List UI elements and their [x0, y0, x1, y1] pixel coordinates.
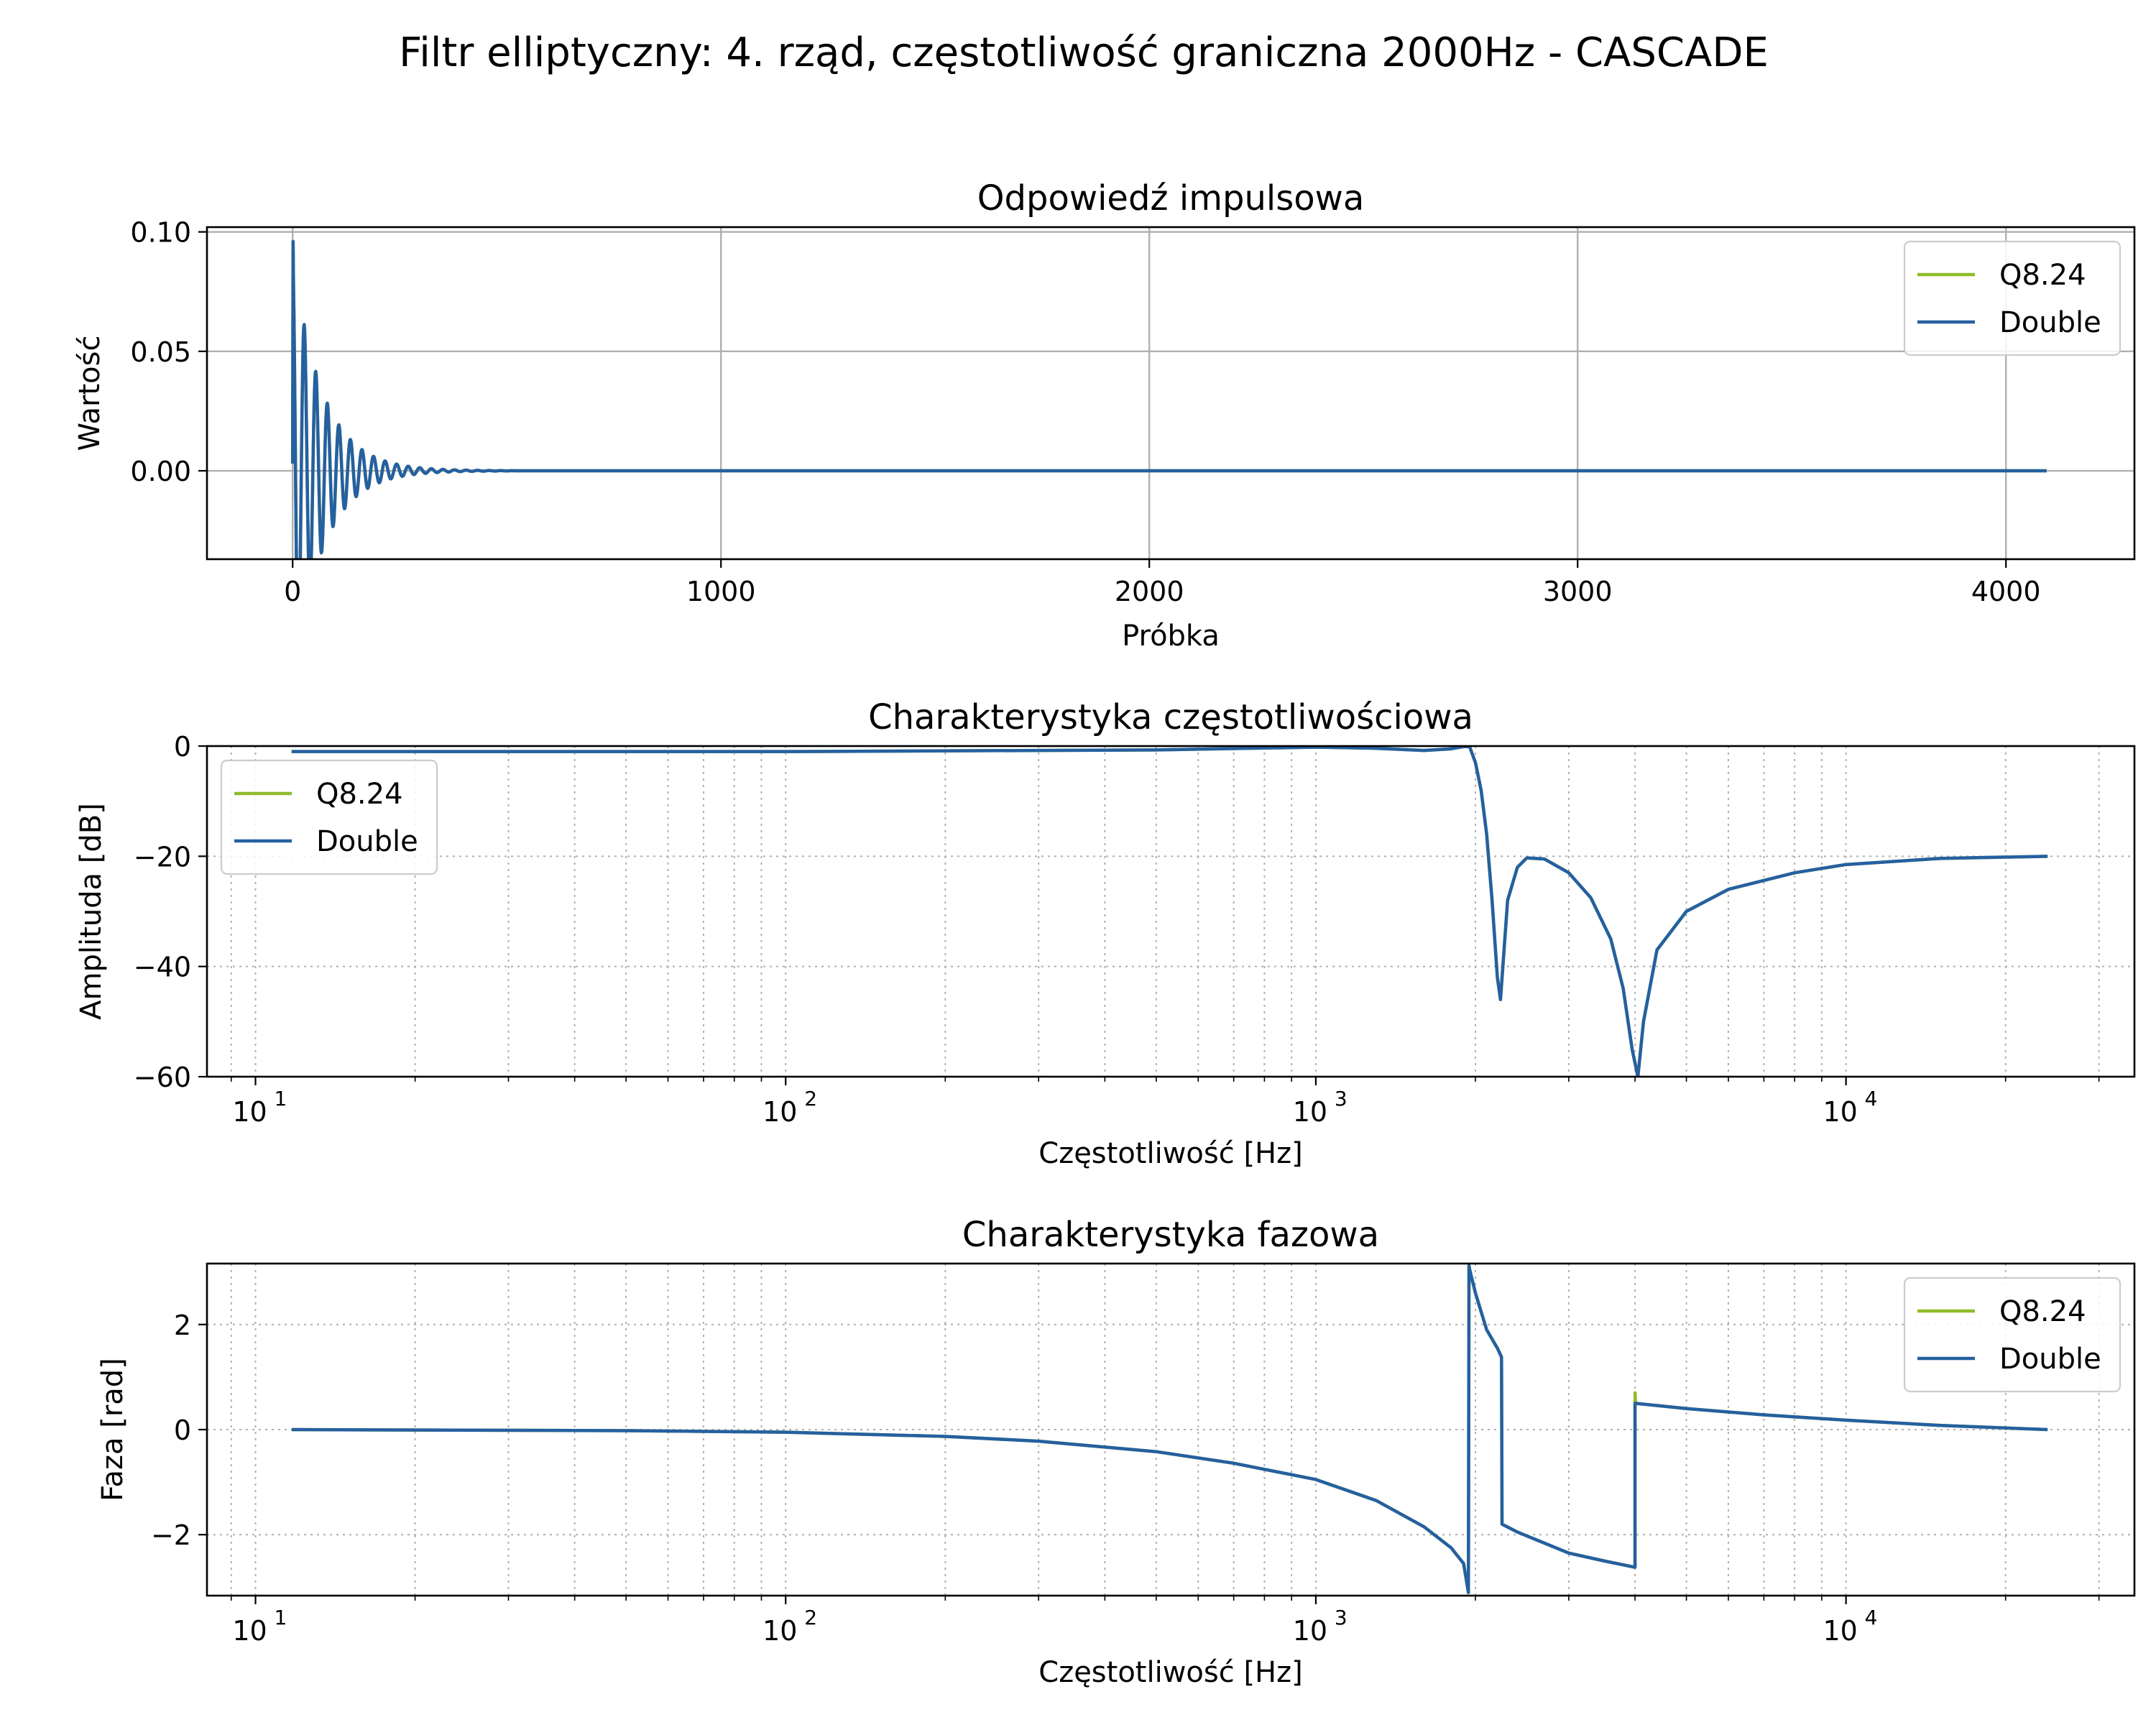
x-tick-label-exponent: 2 [804, 1606, 817, 1629]
y-tick-label: 0 [174, 731, 191, 763]
legend-label: Double [316, 825, 418, 858]
grid-phase [207, 1264, 2134, 1596]
x-tick-label-exponent: 4 [1865, 1606, 1878, 1629]
x-ticks-impulse: 0 1000 2000 3000 4000 [284, 559, 2041, 607]
x-tick-label-exponent: 1 [275, 1087, 287, 1110]
legend-box [220, 759, 438, 875]
axes-frame-impulse [206, 226, 2136, 561]
legend-magnitude: Q8.24 Double [220, 759, 438, 875]
x-tick-label: 10 [1293, 1096, 1327, 1128]
y-tick-label: 0.10 [130, 217, 191, 249]
y-tick-label: 2 [174, 1310, 191, 1341]
y-tick-label: 0.00 [130, 456, 191, 487]
x-tick-label-exponent: 4 [1865, 1087, 1878, 1110]
y-ticks-phase: 2 0 −2 [151, 1310, 207, 1551]
y-tick-label: −40 [134, 952, 191, 983]
y-ticks-impulse: 0.10 0.05 0.00 [130, 217, 207, 487]
x-tick-label: 10 [232, 1096, 267, 1128]
series-group-phase [291, 1264, 2048, 1594]
x-tick-label-exponent: 3 [1335, 1087, 1348, 1110]
panel-title: Charakterystyka częstotliwościowa [868, 697, 1473, 737]
x-tick-label: 2000 [1115, 576, 1184, 607]
legend-label: Q8.24 [1999, 1295, 2086, 1328]
x-tick-label: 3000 [1543, 576, 1613, 607]
series-line-q824 [291, 746, 2048, 1077]
legend-label: Q8.24 [316, 778, 403, 811]
panel-title: Odpowiedź impulsowa [977, 178, 1365, 218]
y-tick-label: 0.05 [130, 336, 191, 368]
grid-impulse [207, 227, 2134, 559]
y-axis-label: Amplituda [dB] [75, 803, 108, 1020]
x-tick-label: 10 [763, 1615, 797, 1647]
x-axis-label: Częstotliwość [Hz] [1038, 1137, 1302, 1170]
x-tick-label: 10 [232, 1615, 267, 1647]
axes-frame-magnitude [206, 745, 2136, 1078]
x-tick-label-exponent: 3 [1335, 1606, 1348, 1629]
x-tick-label: 10 [1823, 1615, 1857, 1647]
panel-title: Charakterystyka fazowa [962, 1215, 1379, 1255]
legend-label: Double [1999, 306, 2101, 339]
x-axis-label: Próbka [1122, 620, 1220, 653]
legend-impulse: Q8.24 Double [1903, 240, 2122, 356]
legend-label: Double [1999, 1343, 2101, 1376]
legend-box [1903, 1276, 2122, 1393]
y-ticks-magnitude: 0 −20 −40 −60 [134, 731, 207, 1093]
y-tick-label: −20 [134, 841, 191, 873]
figure-suptitle: Filtr elliptyczny: 4. rząd, częstotliwoś… [399, 29, 1769, 76]
x-axis-label: Częstotliwość [Hz] [1038, 1656, 1302, 1689]
legend-phase: Q8.24 Double [1903, 1276, 2122, 1393]
series-line-double [291, 746, 2048, 1077]
series-line-double [291, 1264, 2048, 1594]
x-tick-label-exponent: 1 [275, 1606, 287, 1629]
x-tick-label: 10 [1823, 1096, 1857, 1128]
y-tick-label: −2 [151, 1519, 191, 1551]
series-line-double [290, 239, 2047, 559]
grid-magnitude [207, 745, 2134, 1077]
x-tick-label: 0 [284, 576, 301, 607]
x-ticks-magnitude: 10 1 10 2 10 3 10 4 [230, 1077, 2100, 1128]
x-ticks-phase: 10 1 10 2 10 3 10 4 [230, 1596, 2100, 1647]
y-tick-label: −60 [134, 1062, 191, 1093]
panel-phase: 10 1 10 2 10 3 10 4 2 0 −2 Charakterystyka fazowa Cz… [96, 1215, 2136, 1689]
x-tick-label: 1000 [686, 576, 756, 607]
x-tick-label: 10 [763, 1096, 797, 1128]
y-axis-label: Faza [rad] [96, 1358, 129, 1501]
panel-magnitude: 10 1 10 2 10 3 10 4 0 −20 −40 −60 Charakterystyka cz… [75, 697, 2136, 1170]
series-group-magnitude [291, 746, 2048, 1077]
x-tick-label-exponent: 2 [804, 1087, 817, 1110]
panel-impulse: 0 1000 2000 3000 4000 0.10 0.05 0.00 Odpowiedź i… [73, 178, 2136, 653]
legend-box [1903, 240, 2122, 356]
x-tick-label: 10 [1293, 1615, 1327, 1647]
y-tick-label: 0 [174, 1414, 191, 1446]
y-axis-label: Wartość [73, 336, 106, 451]
legend-label: Q8.24 [1999, 259, 2086, 292]
series-group-impulse [290, 239, 2047, 559]
x-tick-label: 4000 [1971, 576, 2041, 607]
